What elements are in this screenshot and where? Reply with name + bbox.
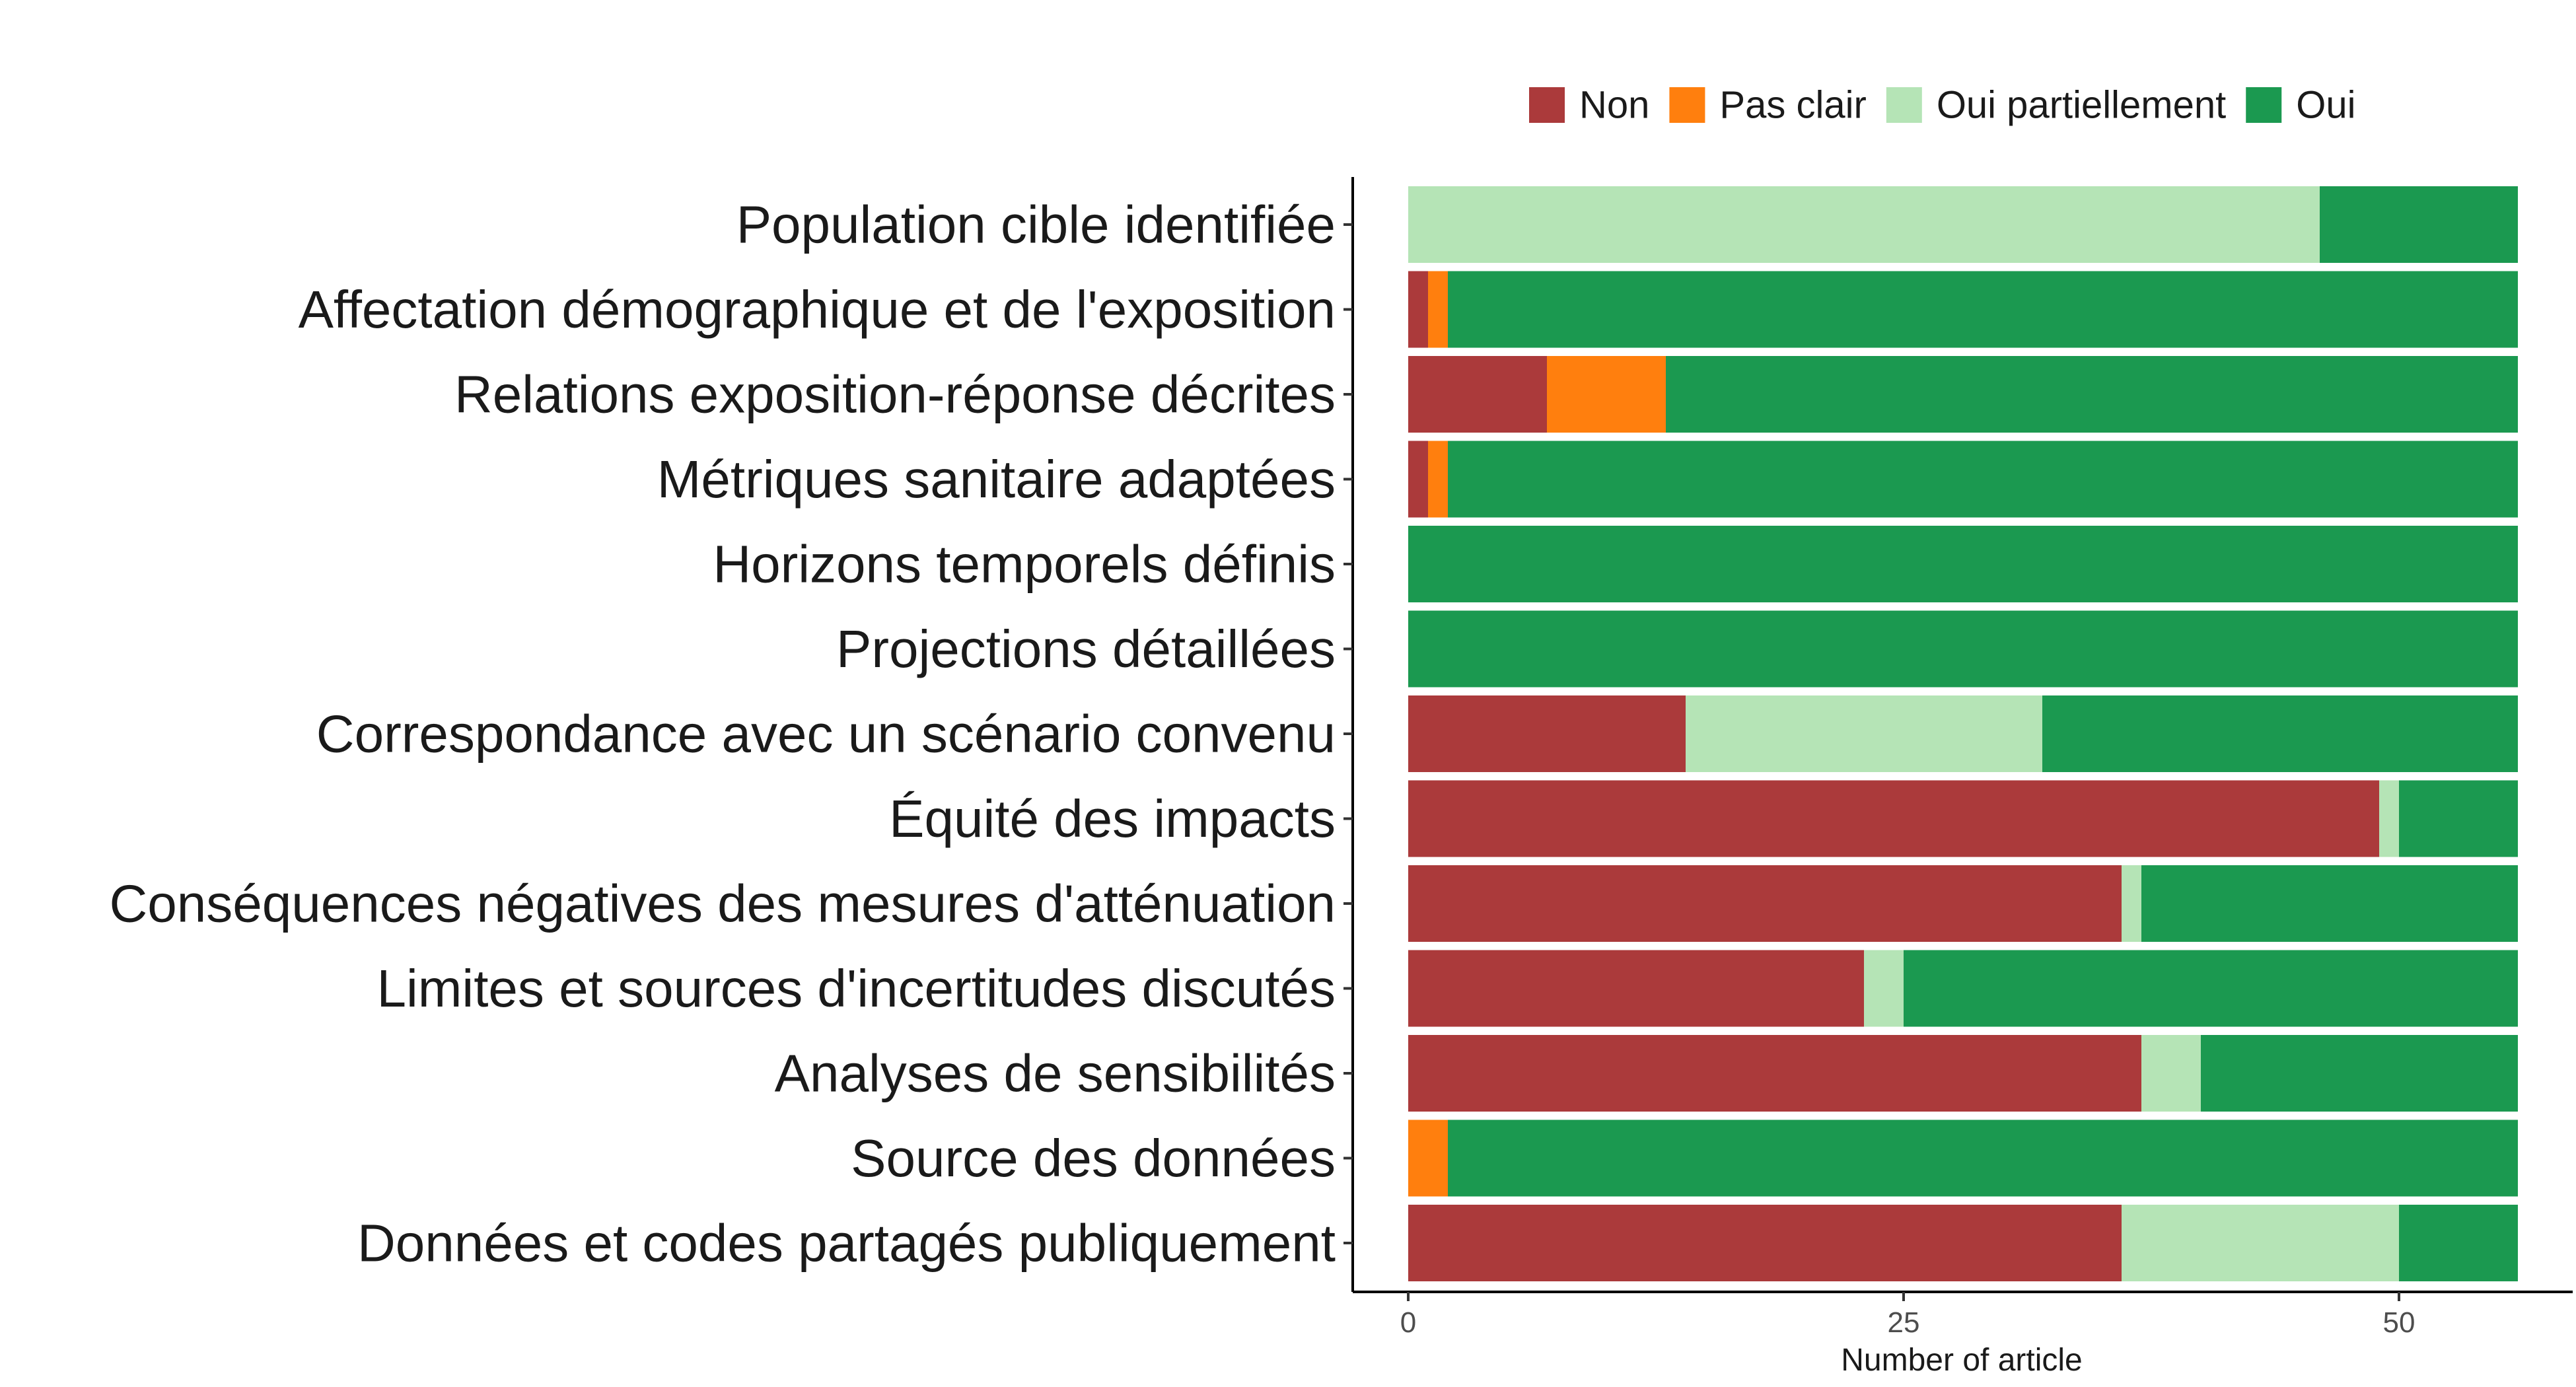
bar-oui-partiellement-8 — [2122, 865, 2141, 942]
bar-pas-clair-11 — [1408, 1120, 1448, 1197]
bar-pas-clair-2 — [1547, 356, 1666, 433]
category-label: Équité des impacts — [889, 789, 1336, 848]
x-axis-title: Number of article — [1841, 1343, 2082, 1378]
category-label: Population cible identifiée — [736, 196, 1336, 254]
bar-oui-partiellement-10 — [2141, 1035, 2201, 1112]
bars — [1408, 186, 2518, 1281]
x-tick-label: 50 — [2383, 1306, 2415, 1339]
bar-non-8 — [1408, 865, 2122, 942]
category-label: Limites et sources d'incertitudes discut… — [377, 959, 1336, 1018]
bar-oui-2 — [1666, 356, 2518, 433]
category-label: Correspondance avec un scénario convenu — [316, 705, 1336, 764]
category-label: Affectation démographique et de l'exposi… — [299, 280, 1336, 339]
legend-label: Non — [1579, 84, 1649, 127]
bar-oui-10 — [2201, 1035, 2518, 1112]
bar-non-12 — [1408, 1205, 2122, 1281]
bar-oui-9 — [1904, 950, 2518, 1027]
category-label: Analyses de sensibilités — [775, 1044, 1336, 1103]
bar-oui-0 — [2320, 186, 2518, 263]
bar-oui-5 — [1408, 610, 2518, 688]
bar-oui-1 — [1448, 271, 2518, 348]
legend-swatch-oui-partiellement — [1886, 87, 1922, 123]
bar-non-9 — [1408, 950, 1864, 1027]
bar-non-1 — [1408, 271, 1428, 348]
bar-oui-partiellement-0 — [1408, 186, 2320, 263]
bar-non-6 — [1408, 695, 1686, 772]
bar-non-3 — [1408, 441, 1428, 518]
x-tick-label: 25 — [1888, 1306, 1920, 1339]
category-label: Conséquences négatives des mesures d'att… — [110, 874, 1336, 933]
bar-oui-partiellement-7 — [2379, 780, 2399, 857]
category-label: Relations exposition-réponse décrites — [454, 365, 1336, 424]
bar-oui-partiellement-12 — [2122, 1205, 2399, 1281]
category-label: Données et codes partagés publiquement — [357, 1214, 1336, 1273]
bar-oui-11 — [1448, 1120, 2518, 1197]
x-tick-label: 0 — [1400, 1306, 1416, 1339]
legend-label: Oui — [2296, 84, 2355, 127]
bar-oui-8 — [2141, 865, 2518, 942]
bar-oui-6 — [2042, 695, 2518, 772]
bar-oui-partiellement-9 — [1864, 950, 1904, 1027]
category-labels: Population cible identifiée Affectation d… — [110, 196, 1336, 1273]
x-ticks: 0 25 50 — [1400, 1292, 2415, 1339]
category-label: Métriques sanitaire adaptées — [657, 450, 1336, 509]
legend-swatch-oui — [2246, 87, 2282, 123]
bar-oui-3 — [1448, 441, 2518, 518]
category-label: Source des données — [851, 1129, 1336, 1188]
bar-non-10 — [1408, 1035, 2141, 1112]
bar-pas-clair-3 — [1428, 441, 1448, 518]
legend-label: Pas clair — [1719, 84, 1866, 127]
legend-swatch-pas-clair — [1669, 87, 1705, 123]
bar-oui-7 — [2399, 780, 2518, 857]
category-label: Horizons temporels définis — [713, 535, 1336, 594]
bar-pas-clair-1 — [1428, 271, 1448, 348]
bar-oui-4 — [1408, 526, 2518, 602]
bar-oui-12 — [2399, 1205, 2518, 1281]
legend-swatch-non — [1529, 87, 1565, 123]
category-label: Projections détaillées — [836, 620, 1336, 678]
legend-label: Oui partiellement — [1937, 84, 2226, 127]
bar-non-7 — [1408, 780, 2379, 857]
legend: Non Pas clair Oui partiellement Oui — [1529, 84, 2356, 127]
bar-oui-partiellement-6 — [1686, 695, 2042, 772]
axes — [1343, 177, 2573, 1293]
bar-non-2 — [1408, 356, 1547, 433]
